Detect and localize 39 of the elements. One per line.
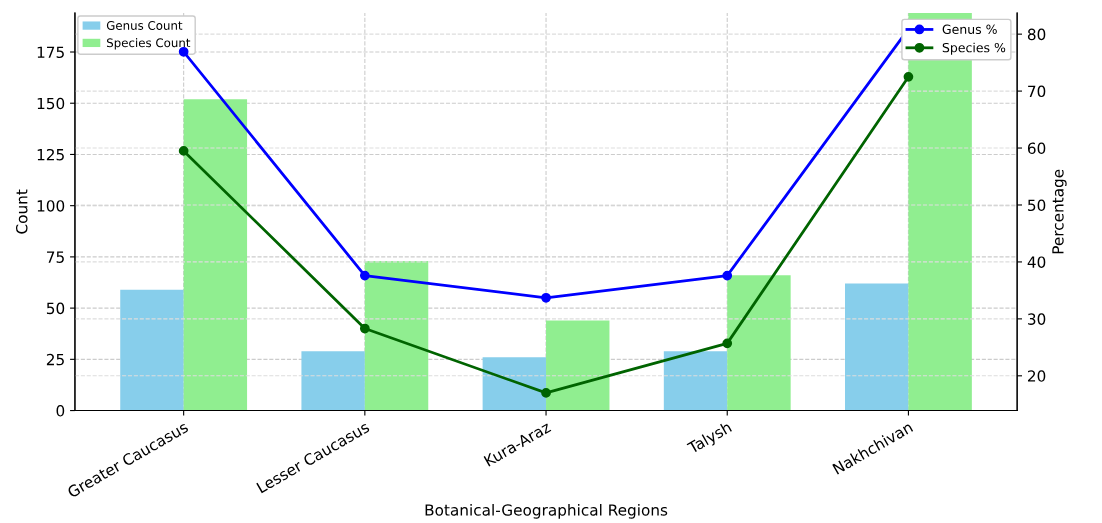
point — [722, 270, 733, 281]
bar — [482, 357, 547, 411]
bar — [663, 351, 728, 411]
legend-label: Species Count — [107, 38, 191, 50]
y-tick-label: 150 — [37, 97, 65, 110]
bar — [546, 320, 610, 411]
y-tick-label: 100 — [37, 200, 65, 212]
bar — [301, 351, 365, 411]
y2-tick-label: 40 — [1027, 256, 1046, 268]
point — [359, 270, 370, 281]
legend-label: Species % — [942, 42, 1006, 55]
legend-label: Genus % — [942, 24, 997, 34]
y2-tick-label: 60 — [1027, 142, 1046, 155]
point — [359, 323, 370, 334]
point — [541, 388, 551, 398]
y-tick-label: 50 — [46, 302, 65, 315]
y-tick-label: 175 — [37, 46, 64, 59]
bar — [845, 283, 909, 411]
bar — [120, 289, 184, 411]
y2-tick-label: 50 — [1028, 199, 1046, 211]
y-tick-label: 25 — [46, 353, 64, 366]
point — [178, 146, 189, 156]
y-tick-label: 75 — [47, 251, 64, 263]
point — [903, 71, 914, 82]
y2-tick-label: 70 — [1028, 85, 1046, 98]
y2-axis-title: Percentage — [1052, 169, 1067, 254]
y2-tick-label: 80 — [1027, 28, 1046, 41]
y-tick-label: 125 — [37, 148, 64, 161]
y2-tick-label: 20 — [1027, 370, 1046, 382]
bar — [364, 260, 429, 411]
point — [541, 292, 551, 303]
legend-label: Genus Count — [106, 20, 183, 30]
x-axis-title: Botanical-Geographical Regions — [425, 503, 668, 519]
bar — [183, 99, 248, 411]
y-axis-title: Count — [15, 189, 28, 234]
bar — [727, 275, 791, 411]
y-tick-label: 0 — [56, 405, 65, 417]
y2-tick-label: 30 — [1028, 313, 1046, 325]
point — [722, 338, 733, 349]
